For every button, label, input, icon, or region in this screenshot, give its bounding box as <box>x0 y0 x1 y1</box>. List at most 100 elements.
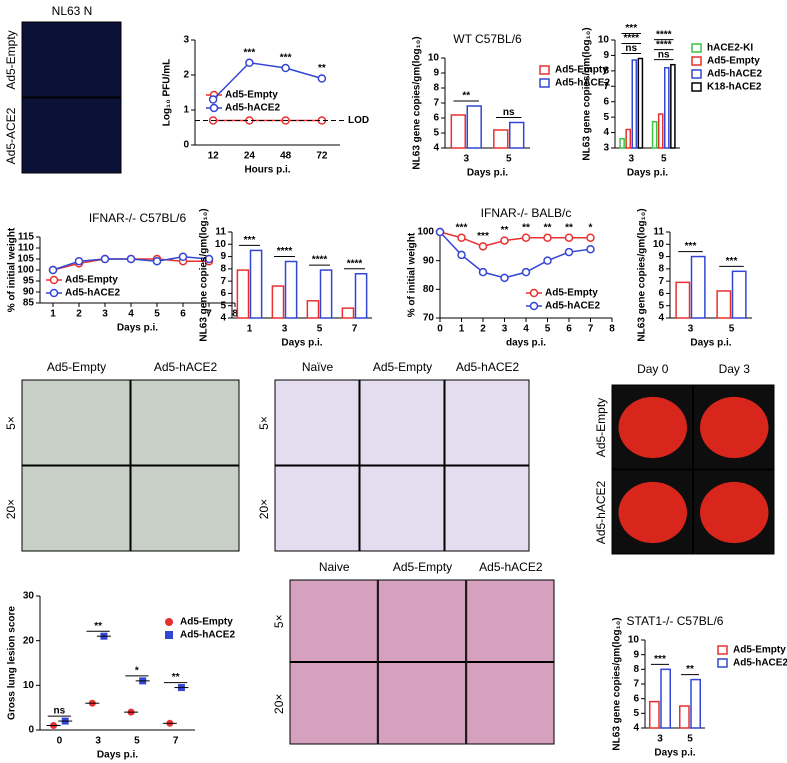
bar <box>249 249 263 319</box>
point <box>521 267 531 277</box>
y-axis-label: % of initial weight <box>407 232 418 317</box>
point <box>281 63 290 73</box>
y-tick-label: 7 <box>433 98 439 109</box>
y-tick-label: 85 <box>23 298 35 309</box>
micrograph <box>21 21 122 98</box>
legend-swatch <box>691 43 702 53</box>
y-tick-label: 6 <box>220 288 226 299</box>
point <box>178 252 188 262</box>
y-axis-label: Log₁₀ PFU/mL <box>162 59 173 127</box>
lung-image <box>700 481 769 544</box>
point <box>245 58 254 67</box>
point <box>204 254 214 264</box>
row-label: Ad5-hACE2 <box>594 480 608 544</box>
significance: **** <box>656 39 672 50</box>
row-label: Ad5-Empty <box>594 398 608 457</box>
x-axis-label: Days p.i. <box>117 323 158 334</box>
micrograph <box>130 379 240 466</box>
significance: *** <box>280 53 292 64</box>
bar <box>625 128 631 149</box>
x-tick-label: 3 <box>628 154 634 165</box>
micrograph <box>21 465 131 552</box>
y-tick-label: 9 <box>603 50 609 61</box>
point <box>500 273 509 283</box>
significance: *** <box>726 256 738 267</box>
x-tick-label: 4 <box>128 309 134 320</box>
y-tick-label: 90 <box>423 255 435 266</box>
row-label: 5× <box>272 614 286 628</box>
y-tick-label: 9 <box>633 649 639 660</box>
point <box>435 227 445 237</box>
y-tick-label: 10 <box>428 53 440 64</box>
column-label: Day 3 <box>719 362 751 376</box>
x-tick-label: 7 <box>588 324 594 335</box>
bar <box>284 260 298 319</box>
series-line <box>212 61 323 101</box>
micrograph <box>289 579 378 662</box>
y-tick-label: 5 <box>658 300 664 311</box>
y-tick-label: 11 <box>653 227 664 238</box>
bar <box>675 281 691 319</box>
point <box>152 256 162 266</box>
x-tick-label: 5 <box>154 309 160 320</box>
x-tick-label: 3 <box>502 324 508 335</box>
legend-label: Ad5-Empty <box>555 65 608 76</box>
bar <box>690 255 706 319</box>
x-axis-label: Days p.i. <box>654 748 695 759</box>
x-tick-label: 7 <box>173 736 179 747</box>
x-tick-label: 1 <box>50 309 56 320</box>
legend-swatch <box>209 103 219 113</box>
micrograph <box>289 662 378 745</box>
legend-swatch <box>717 645 728 655</box>
y-tick-label: 4 <box>433 143 439 154</box>
bar <box>657 113 664 149</box>
legend-swatch <box>49 288 59 298</box>
y-tick-label: 100 <box>17 265 34 276</box>
y-tick-label: 105 <box>17 254 34 265</box>
y-tick-label: 6 <box>633 693 639 704</box>
significance: ** <box>94 621 102 632</box>
point <box>564 233 574 242</box>
y-tick-label: 4 <box>633 723 639 734</box>
point <box>543 256 552 265</box>
significance: **** <box>277 246 293 257</box>
bar <box>493 129 509 149</box>
x-tick-label: 2 <box>76 309 82 320</box>
bar <box>651 121 658 149</box>
bar <box>271 285 285 319</box>
significance: **** <box>623 33 639 44</box>
y-tick-label: 9 <box>658 251 664 262</box>
point <box>126 254 136 264</box>
y-tick-label: 0 <box>183 140 189 151</box>
y-tick-label: 30 <box>23 591 35 602</box>
y-tick-label: 1 <box>183 105 189 116</box>
micrograph <box>359 379 445 466</box>
bar <box>637 57 644 149</box>
bar <box>631 59 638 149</box>
y-tick-label: 8 <box>658 263 664 274</box>
y-tick-label: 70 <box>423 313 435 324</box>
chart-title: WT C57BL/6 <box>453 32 522 46</box>
micrograph <box>444 379 530 466</box>
legend-swatch <box>165 618 173 626</box>
row-label: 5× <box>257 416 271 430</box>
point <box>543 233 552 242</box>
x-tick-label: 7 <box>352 324 358 335</box>
legend-label: K18-hACE2 <box>707 82 762 93</box>
bar <box>466 105 482 149</box>
lung-image <box>618 396 687 459</box>
significance: ns <box>503 107 515 118</box>
y-tick-label: 8 <box>220 263 226 274</box>
y-tick-label: 95 <box>23 276 35 287</box>
x-axis-label: Days p.i. <box>97 750 138 761</box>
x-tick-label: 5 <box>545 324 551 335</box>
point <box>586 244 595 254</box>
legend-swatch <box>539 78 550 88</box>
row-label: 20× <box>272 694 286 714</box>
y-tick-label: 4 <box>658 313 664 324</box>
significance: * <box>589 222 593 233</box>
point <box>457 233 466 242</box>
significance: *** <box>685 241 697 252</box>
column-label: Ad5-hACE2 <box>154 360 218 374</box>
